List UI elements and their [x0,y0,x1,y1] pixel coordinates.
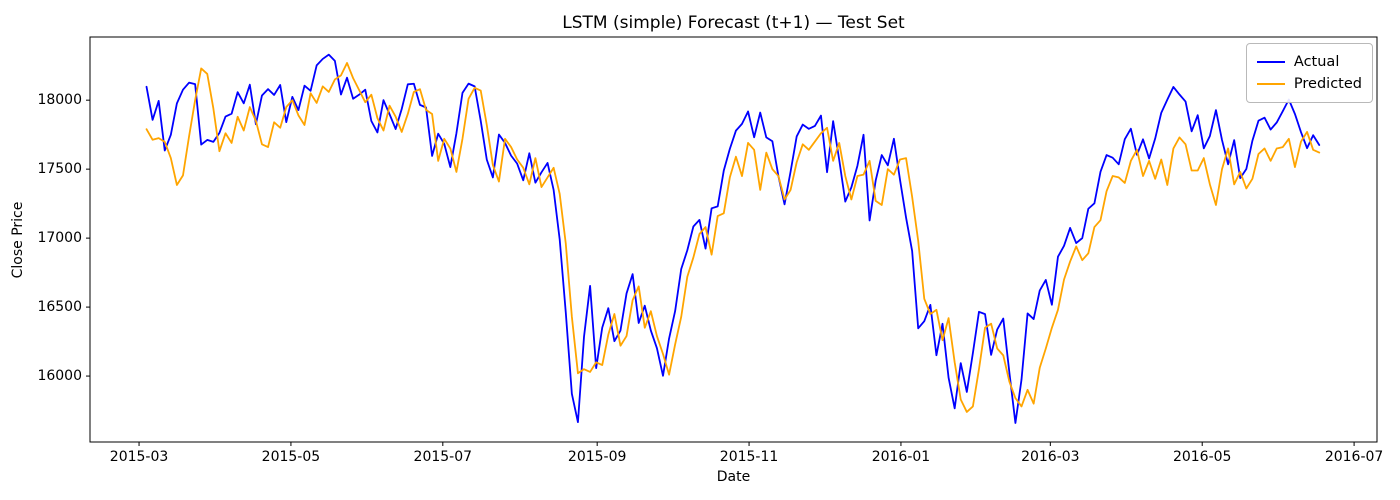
series-line-predicted [145,62,1321,413]
x-tick-label: 2016-01 [871,449,931,465]
legend-label-predicted: Predicted [1293,76,1362,92]
x-tick-label: 2016-05 [1172,449,1232,465]
axes-spines [89,36,1378,443]
y-tick-label: 17000 [37,230,82,247]
x-tick-label: 2015-07 [413,449,473,465]
x-tick-label: 2015-03 [109,449,169,465]
x-axis-label: Date [716,469,751,485]
x-tick-label: 2015-11 [719,449,779,465]
x-tick-label: 2015-09 [567,449,627,465]
series-line-actual [145,53,1321,424]
legend-item-actual: Actual [1256,51,1362,73]
chart-title: LSTM (simple) Forecast (t+1) — Test Set [562,13,905,33]
x-tick-label: 2015-05 [261,449,321,465]
legend-label-actual: Actual [1293,54,1340,70]
x-tick-label: 2016-03 [1021,449,1080,465]
y-axis-label: Close Price [10,201,26,279]
x-tick-label: 2016-07 [1324,449,1384,465]
y-tick-label: 16000 [37,368,82,385]
legend: Actual Predicted [1245,43,1373,103]
legend-item-predicted: Predicted [1256,73,1362,95]
y-tick-label: 16500 [37,299,82,316]
y-tick-label: 17500 [37,161,82,178]
y-tick-label: 18000 [37,92,82,109]
legend-line-sample-predicted [1256,83,1285,85]
legend-line-sample-actual [1256,61,1285,63]
